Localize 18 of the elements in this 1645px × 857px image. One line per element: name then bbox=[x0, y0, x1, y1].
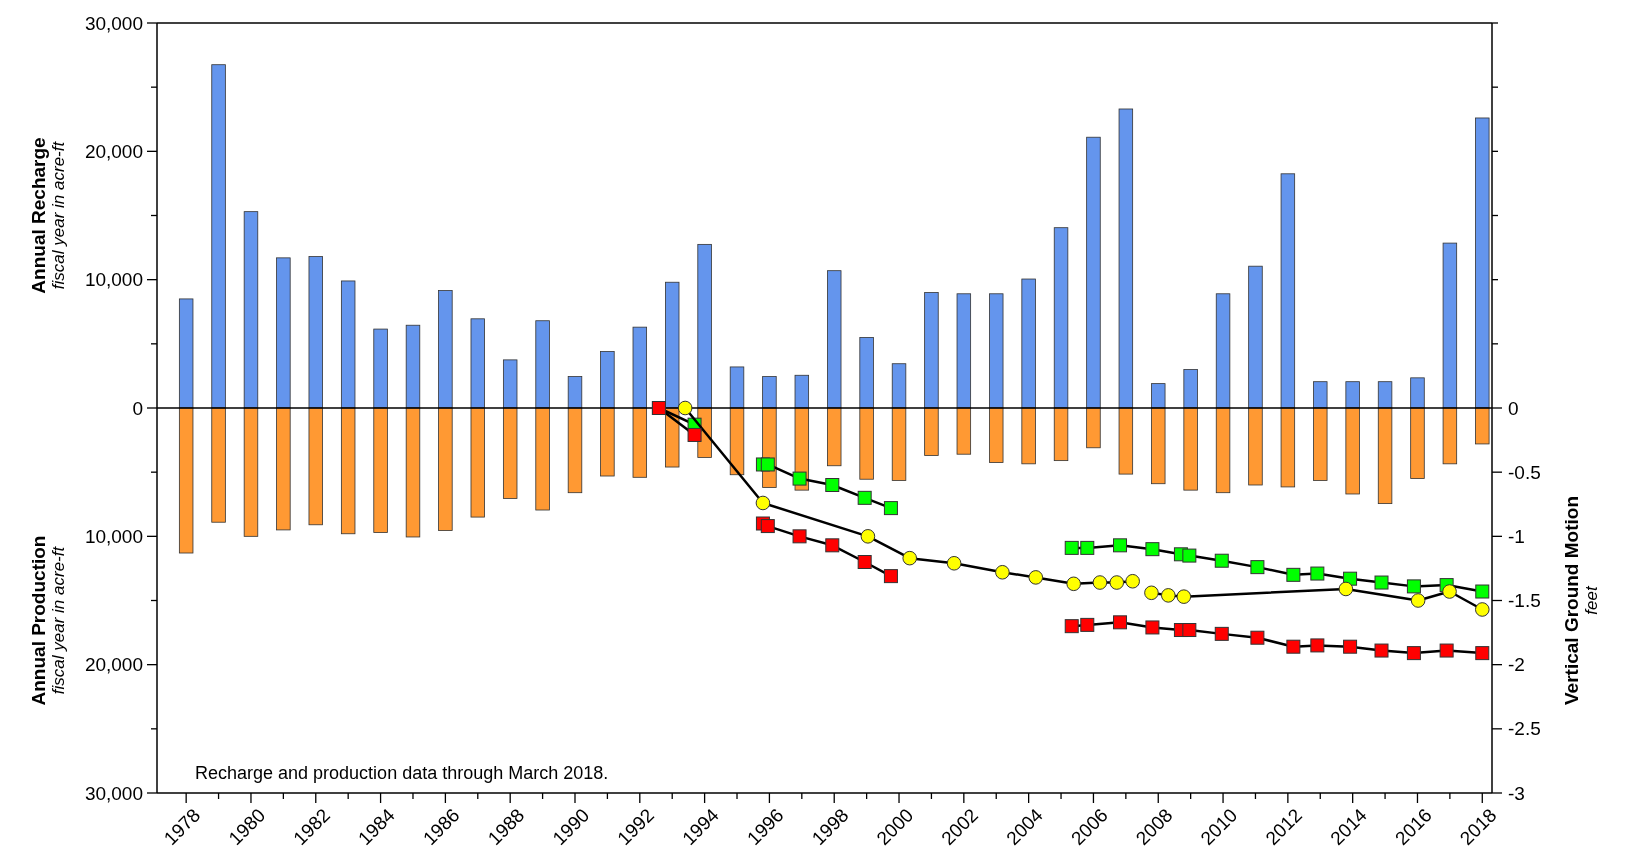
y-tick-label: 30,000 bbox=[84, 12, 143, 34]
y2-tick-label: -1 bbox=[1508, 525, 1525, 547]
y-tick-label: 30,000 bbox=[84, 782, 143, 804]
y-tick-label: 10,000 bbox=[84, 525, 143, 547]
y2-tick-label: -1.5 bbox=[1508, 590, 1541, 612]
y2-tick-label: -2.5 bbox=[1508, 718, 1541, 740]
y-tick-label: 20,000 bbox=[84, 654, 143, 676]
y2-tick-label: -3 bbox=[1508, 782, 1525, 804]
text: Annual Production fiscal year in acre-ft bbox=[28, 535, 68, 706]
y-tick-label: 20,000 bbox=[84, 140, 143, 162]
y2-tick-label: -0.5 bbox=[1508, 461, 1541, 483]
y-axis-title: Annual Recharge fiscal year in acre-ft bbox=[28, 137, 68, 294]
annotation: Recharge and production data through March 2018. bbox=[195, 763, 609, 783]
y-tick-label: 10,000 bbox=[84, 269, 143, 291]
y-tick-label: 0 bbox=[132, 397, 143, 419]
y2-axis-title: Vertical Ground Motion feet bbox=[1561, 495, 1601, 706]
y2-tick-label: -2 bbox=[1508, 654, 1525, 676]
y2-tick-label: 0 bbox=[1508, 397, 1519, 419]
